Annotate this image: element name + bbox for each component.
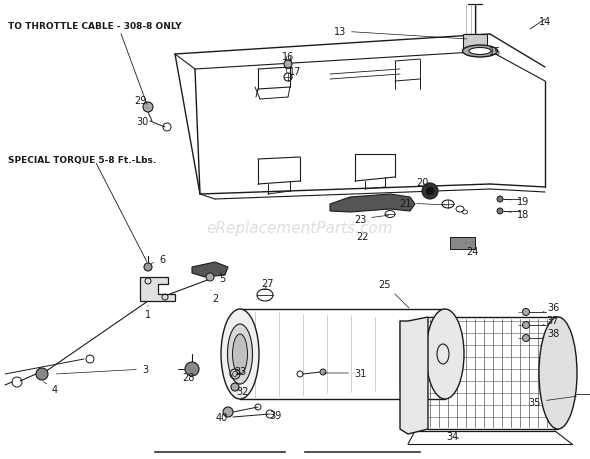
Text: 17: 17 [289,67,301,77]
Text: SPECIAL TORQUE 5-8 Ft.-Lbs.: SPECIAL TORQUE 5-8 Ft.-Lbs. [8,156,156,165]
Text: 1: 1 [145,306,151,319]
Text: 6: 6 [151,254,165,264]
Ellipse shape [221,309,259,399]
Ellipse shape [228,325,253,384]
Polygon shape [330,195,415,213]
Circle shape [426,188,434,196]
Text: TO THROTTLE CABLE - 308-8 ONLY: TO THROTTLE CABLE - 308-8 ONLY [8,22,182,31]
Circle shape [523,335,529,342]
Text: 38: 38 [543,328,559,338]
Circle shape [284,61,292,69]
Circle shape [231,383,239,391]
Circle shape [36,368,48,380]
Text: 20: 20 [416,178,428,188]
Ellipse shape [463,46,497,58]
Bar [463,35,487,53]
Circle shape [232,372,238,377]
Ellipse shape [539,317,577,429]
Text: 23: 23 [354,214,389,224]
Text: 34: 34 [446,431,458,441]
Text: 14: 14 [539,17,551,30]
Text: 22: 22 [357,226,369,241]
Text: 37: 37 [543,315,559,325]
Ellipse shape [232,334,247,374]
Text: 13: 13 [334,27,467,40]
Text: 2: 2 [210,291,218,303]
Text: 15: 15 [489,47,501,57]
Text: 18: 18 [504,210,529,219]
Polygon shape [450,237,475,249]
Text: 28: 28 [182,372,194,382]
Circle shape [144,263,152,271]
Circle shape [223,407,233,417]
Text: 3: 3 [57,364,148,374]
Polygon shape [400,317,428,434]
Text: 31: 31 [323,368,366,378]
Text: 29: 29 [134,96,147,109]
Circle shape [206,274,214,281]
Text: 33: 33 [234,366,246,376]
Polygon shape [192,263,228,277]
Circle shape [497,208,503,214]
Circle shape [143,103,153,113]
Text: 27: 27 [262,279,274,288]
Ellipse shape [469,48,491,56]
Text: 19: 19 [504,196,529,207]
Text: 4: 4 [43,382,58,394]
Text: 30: 30 [136,117,153,127]
Text: 39: 39 [269,410,281,420]
Polygon shape [140,277,175,302]
Circle shape [320,369,326,375]
Text: eReplacementParts.com: eReplacementParts.com [206,220,394,235]
Text: 16: 16 [282,52,294,62]
Text: 25: 25 [379,280,409,308]
Circle shape [523,322,529,329]
Circle shape [497,196,503,202]
Text: 36: 36 [543,302,559,312]
Circle shape [523,309,529,316]
Text: 24: 24 [466,243,478,257]
Text: 21: 21 [399,199,447,208]
Circle shape [422,184,438,200]
Circle shape [185,362,199,376]
Text: 5: 5 [219,273,225,283]
Text: 32: 32 [237,386,249,396]
Text: 35: 35 [529,396,576,407]
Ellipse shape [426,309,464,399]
Text: 40: 40 [216,412,228,422]
